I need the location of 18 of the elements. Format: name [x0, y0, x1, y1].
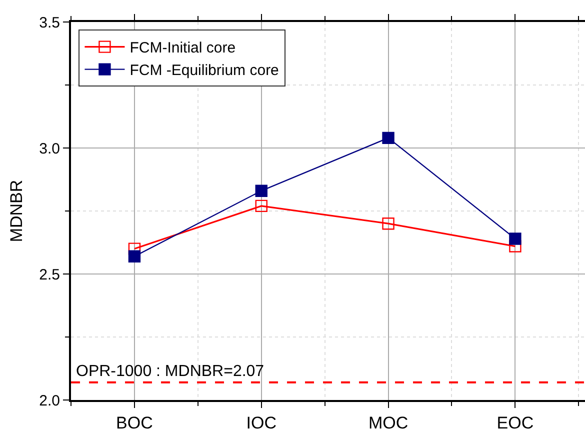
legend-label: FCM-Initial core — [130, 40, 236, 57]
y-tick-label: 2.5 — [39, 266, 60, 284]
x-tick-label: BOC — [116, 413, 153, 430]
point — [382, 218, 394, 230]
x-tick-label: IOC — [246, 413, 276, 430]
point — [509, 232, 522, 245]
y-axis-title: MDNBR — [7, 180, 26, 242]
point — [382, 132, 394, 144]
point — [255, 184, 268, 197]
point — [128, 250, 141, 262]
point — [255, 200, 268, 212]
x-tick-label: MOC — [368, 413, 408, 430]
x-tick-label: EOC — [496, 413, 534, 430]
y-tick-label: 3.0 — [39, 140, 60, 158]
y-tick-label: 3.5 — [39, 14, 60, 32]
ref-line-label: OPR-1000 : MDNBR=2.07 — [76, 363, 264, 380]
legend-label: FCM -Equilibrium core — [130, 62, 279, 80]
y-tick-label: 2.0 — [39, 392, 60, 410]
